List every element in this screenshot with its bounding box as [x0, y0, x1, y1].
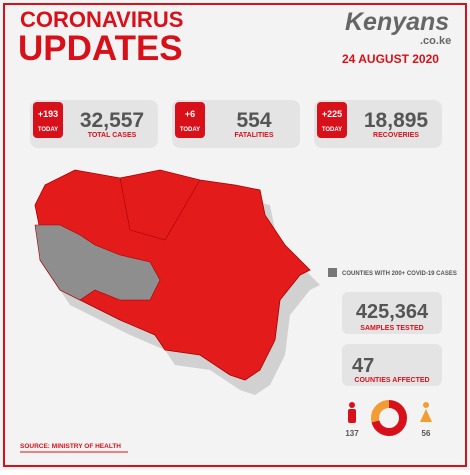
map-borders: [119, 177, 201, 241]
stat-value: 18,895: [364, 109, 429, 132]
male-icon: [348, 402, 356, 423]
brand-suffix: .co.ke: [420, 35, 451, 47]
brand: Kenyans: [345, 8, 449, 36]
today-label: TODAY: [38, 127, 58, 133]
today-label: TODAY: [322, 127, 342, 133]
counties-value: 47: [352, 355, 374, 377]
today-label: TODAY: [180, 127, 200, 133]
male-count: 137: [345, 429, 359, 438]
frame: [3, 3, 467, 467]
legend-swatch: [328, 268, 337, 277]
samples-value: 425,364: [356, 301, 429, 323]
stat-label: RECOVERIES: [373, 132, 419, 139]
stat-value: 554: [236, 109, 271, 132]
today-tab: [175, 102, 205, 138]
today-tab: [317, 102, 347, 138]
today-value: +193: [38, 109, 58, 119]
stat-label: TOTAL CASES: [88, 132, 137, 139]
counties-box: [342, 344, 442, 386]
samples-label: SAMPLES TESTED: [360, 325, 423, 332]
source: SOURCE: MINISTRY OF HEALTH: [20, 443, 121, 450]
donut-female: [371, 400, 407, 436]
date: 24 AUGUST 2020: [342, 52, 439, 66]
counties-label: COUNTIES AFFECTED: [354, 377, 429, 384]
map-low-counties: [34, 224, 161, 301]
legend-text: COUNTIES WITH 200+ COVID-19 CASES: [342, 271, 457, 277]
today-tab: [33, 102, 63, 138]
stat-label: FATALITIES: [234, 132, 273, 139]
samples-box: [342, 292, 442, 334]
today-value: +6: [185, 109, 195, 119]
female-icon: [420, 402, 432, 422]
female-count: 56: [422, 429, 431, 438]
title-line2: UPDATES: [18, 29, 183, 68]
stat-value: 32,557: [80, 109, 144, 132]
title-line1: CORONAVIRUS: [20, 7, 183, 32]
today-value: +225: [322, 109, 342, 119]
